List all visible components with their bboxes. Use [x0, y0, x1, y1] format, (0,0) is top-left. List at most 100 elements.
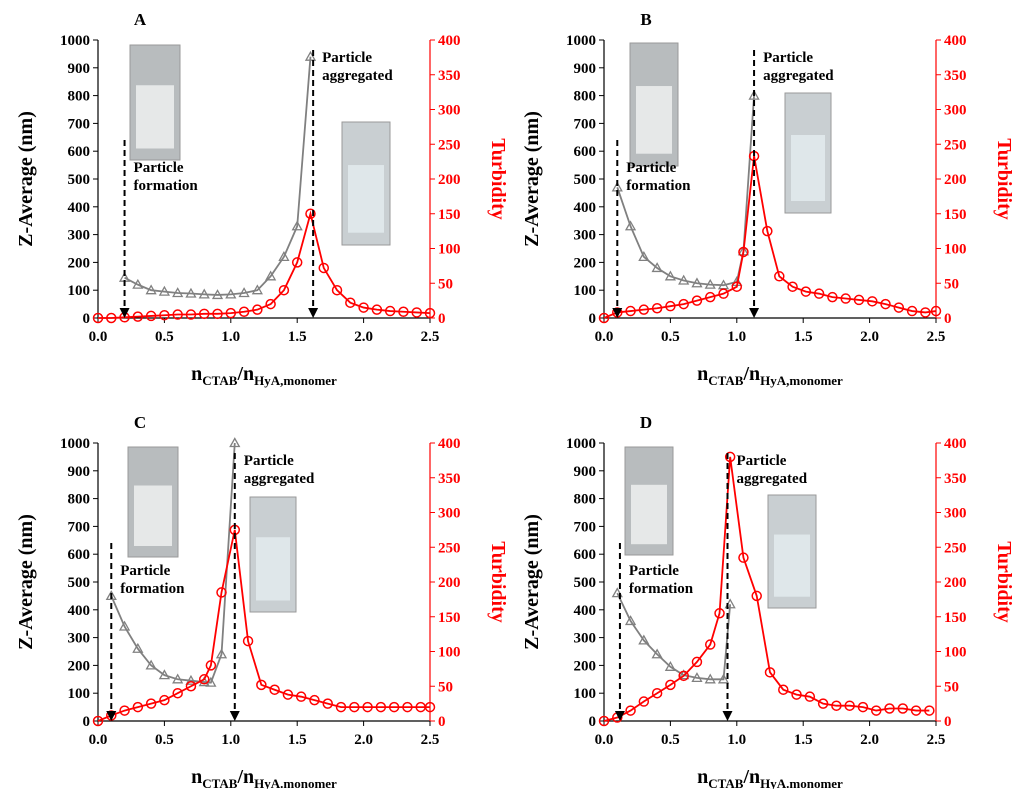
y2-tick-label: 50 — [944, 276, 959, 292]
marker-circle — [424, 701, 436, 713]
y2-tick-label: 150 — [944, 207, 967, 223]
series-line — [603, 456, 930, 722]
marker-circle — [930, 305, 942, 317]
marker-circle — [691, 656, 703, 668]
x-axis-label: nCTAB/nHyA.monomer — [697, 766, 843, 789]
x-tick-label: 1.0 — [727, 329, 746, 345]
annotation-text: Particle — [629, 563, 679, 579]
x-label-part: n — [191, 766, 202, 788]
annotation-text: aggregated — [322, 68, 393, 84]
panel: 0 100 200 300 400 500 600 700 800 900 1000 0 50 100 15… — [521, 10, 1015, 388]
marker-circle — [145, 698, 157, 709]
y-tick-label: 600 — [68, 144, 91, 160]
marker-circle — [295, 691, 307, 702]
x-label-part: n — [697, 363, 708, 385]
marker-circle — [791, 689, 802, 700]
y2-tick-label: 200 — [944, 172, 967, 188]
marker-circle — [638, 696, 650, 707]
marker-circle — [92, 715, 104, 727]
marker-triangle — [704, 278, 716, 289]
x-label-subscript: CTAB — [202, 776, 237, 789]
annotation-text: aggregated — [737, 471, 808, 487]
marker-circle — [282, 689, 294, 700]
marker-circle — [172, 687, 183, 699]
y2-tick-label: 100 — [944, 242, 967, 258]
y2-tick-label: 300 — [944, 506, 967, 522]
marker-circle — [831, 700, 842, 711]
marker-circle — [625, 305, 636, 317]
y-tick-label: 100 — [574, 686, 597, 702]
y-tick-label: 500 — [574, 575, 597, 591]
marker-circle — [185, 309, 197, 320]
y2-tick-label: 350 — [944, 471, 967, 487]
marker-circle — [242, 635, 254, 647]
y2-tick-label: 50 — [438, 679, 453, 695]
panel-title: C — [134, 413, 146, 432]
marker-triangle — [638, 251, 650, 261]
photo-liquid — [791, 135, 825, 201]
marker-circle — [322, 698, 333, 709]
series-line — [98, 210, 431, 319]
y2-tick-label: 150 — [438, 610, 461, 626]
y-tick-label: 200 — [68, 255, 91, 271]
photo-liquid — [348, 165, 384, 233]
y-tick-label: 0 — [83, 714, 91, 730]
marker-circle — [345, 297, 356, 308]
marker-triangle — [304, 50, 317, 61]
annotation-text: Particle — [626, 160, 676, 176]
marker-circle — [704, 291, 716, 303]
y-tick-label: 1000 — [566, 33, 596, 49]
y-tick-label: 300 — [574, 631, 597, 647]
annotation-text: formation — [134, 178, 199, 194]
marker-circle — [724, 451, 736, 463]
x-label-subscript: CTAB — [708, 776, 743, 789]
marker-circle — [305, 208, 316, 219]
marker-triangle — [158, 669, 171, 680]
marker-circle — [827, 291, 838, 303]
annotation-text: Particle — [763, 50, 813, 66]
arrow-head — [749, 308, 760, 318]
x-label-part: /n — [742, 766, 760, 788]
marker-circle — [212, 308, 223, 320]
y-tick-label: 200 — [574, 255, 597, 271]
marker-triangle — [229, 437, 241, 448]
marker-triangle — [691, 277, 703, 288]
series-line — [616, 592, 732, 681]
marker-circle — [358, 302, 369, 313]
panel: 0 100 200 300 400 500 600 700 800 900 1000 0 50 100 15… — [15, 413, 509, 789]
y-tick-label: 500 — [68, 172, 91, 188]
marker-circle — [800, 286, 812, 297]
y-tick-label: 0 — [589, 311, 597, 327]
marker-triangle — [198, 288, 210, 299]
annotation-text: Particle — [134, 160, 184, 176]
x-axis-label: nCTAB/nHyA.monomer — [191, 766, 337, 789]
marker-circle — [678, 298, 689, 310]
x-label-part: /n — [742, 363, 760, 385]
y-tick-label: 400 — [68, 200, 91, 216]
marker-triangle — [145, 284, 157, 295]
x-tick-label: 2.0 — [354, 732, 373, 748]
y-tick-label: 1000 — [60, 436, 90, 452]
marker-circle — [817, 698, 829, 709]
marker-triangle — [624, 615, 637, 626]
marker-circle — [388, 701, 400, 713]
x-label-subscript: HyA,monomer — [760, 373, 843, 388]
y2-tick-label: 300 — [438, 103, 461, 119]
marker-circle — [880, 298, 891, 310]
y2-tick-label: 400 — [438, 436, 461, 452]
x-label-part: n — [191, 363, 202, 385]
marker-circle — [398, 306, 409, 317]
photo-liquid — [636, 86, 672, 154]
x-tick-label: 0.5 — [661, 329, 680, 345]
y2-tick-label: 250 — [438, 137, 461, 153]
marker-circle — [651, 303, 663, 314]
marker-circle — [840, 293, 851, 304]
y2-tick-label: 350 — [438, 68, 461, 84]
y-tick-label: 100 — [574, 283, 597, 299]
marker-circle — [402, 701, 413, 713]
y2-tick-label: 300 — [438, 506, 461, 522]
marker-triangle — [132, 278, 144, 289]
y2-tick-label: 350 — [438, 471, 461, 487]
x-tick-label: 2.0 — [860, 732, 879, 748]
